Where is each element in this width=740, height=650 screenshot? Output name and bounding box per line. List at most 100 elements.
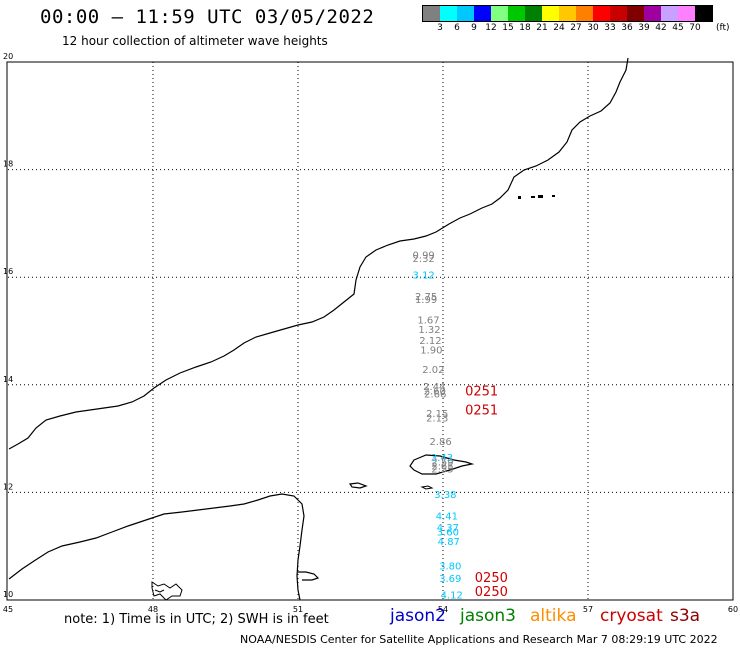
longitude-tick-label: 51 bbox=[293, 605, 303, 614]
color-swatch bbox=[576, 6, 593, 21]
color-scale-tick-label: 18 bbox=[519, 23, 531, 33]
chart-subtitle: 12 hour collection of altimeter wave hei… bbox=[62, 34, 328, 48]
longitude-tick-label: 57 bbox=[583, 605, 593, 614]
legend-entry-altika: altika bbox=[530, 606, 577, 626]
longitude-tick-label: 60 bbox=[728, 605, 738, 614]
color-swatch bbox=[678, 6, 695, 21]
color-swatch bbox=[491, 6, 508, 21]
color-scale-tick-label: 3 bbox=[437, 23, 443, 33]
socotra-island bbox=[409, 454, 475, 475]
wave-height-value: 2.02 bbox=[422, 365, 444, 376]
wave-height-value: 4.12 bbox=[441, 590, 463, 601]
wave-height-value: 2.60 bbox=[424, 386, 446, 397]
color-scale-tick-label: 39 bbox=[638, 23, 650, 33]
color-swatch bbox=[559, 6, 576, 21]
color-swatch bbox=[542, 6, 559, 21]
color-scale-bar bbox=[422, 5, 713, 22]
color-scale-tick-label: 36 bbox=[621, 23, 633, 33]
color-swatch bbox=[610, 6, 627, 21]
color-scale-tick-label: 70 bbox=[689, 23, 701, 33]
wave-height-value: 4.37 bbox=[437, 523, 459, 534]
wave-height-value: 3.60 bbox=[437, 527, 459, 538]
color-scale-tick-label: 21 bbox=[536, 23, 548, 33]
wave-height-value: 2.32 bbox=[413, 254, 435, 265]
color-swatch bbox=[440, 6, 457, 21]
legend-entry-jason3: jason3 bbox=[460, 606, 516, 626]
legend-entry-cryosat: cryosat bbox=[600, 606, 663, 626]
wave-height-value: 1.32 bbox=[418, 325, 440, 336]
abd-al-kuri-island bbox=[348, 482, 368, 489]
wave-height-value: 2.15 bbox=[426, 409, 448, 420]
color-swatch bbox=[474, 6, 491, 21]
latitude-tick-label: 20 bbox=[3, 52, 13, 61]
wave-height-value: 2.65 bbox=[431, 461, 453, 472]
longitude-tick-label: 45 bbox=[3, 605, 13, 614]
wave-height-value: 1.67 bbox=[417, 315, 439, 326]
coastline-horn-of-africa bbox=[8, 493, 305, 601]
coastal-islets bbox=[151, 581, 183, 601]
longitude-tick-label: 48 bbox=[148, 605, 158, 614]
color-scale-tick-label: 15 bbox=[502, 23, 514, 33]
wave-height-value: 3.80 bbox=[439, 561, 461, 572]
coastline-ras-hafun bbox=[298, 571, 320, 581]
wave-height-value: 2.86 bbox=[429, 437, 451, 448]
wave-height-value: 3.43 bbox=[431, 453, 453, 464]
samhah-island bbox=[420, 485, 434, 490]
latitude-tick-label: 18 bbox=[3, 160, 13, 169]
chart-title: 00:00 – 11:59 UTC 03/05/2022 bbox=[40, 6, 375, 28]
wave-height-value: 1.90 bbox=[420, 346, 442, 357]
pass-time-label: 0250 bbox=[475, 585, 508, 600]
longitude-tick-label: 54 bbox=[438, 605, 448, 614]
wave-height-value: 2.59 bbox=[431, 458, 453, 469]
pass-time-label: 0250 bbox=[475, 571, 508, 586]
wave-height-value: 3.69 bbox=[439, 574, 461, 585]
wave-height-value: 1.99 bbox=[415, 295, 437, 306]
wave-height-value: 2.75 bbox=[415, 292, 437, 303]
color-scale-tick-label: 24 bbox=[553, 23, 565, 33]
pass-time-label: 0251 bbox=[465, 385, 498, 400]
color-swatch bbox=[457, 6, 474, 21]
pass-time-label: 0251 bbox=[465, 403, 498, 418]
coastline-arabia bbox=[8, 57, 629, 450]
color-scale-tick-label: 9 bbox=[471, 23, 477, 33]
latitude-tick-label: 14 bbox=[3, 375, 13, 384]
wave-height-value: 4.87 bbox=[438, 537, 460, 548]
wave-height-value: 4.41 bbox=[436, 511, 458, 522]
footer-note: note: 1) Time is in UTC; 2) SWH is in fe… bbox=[64, 612, 329, 627]
wave-height-value: 2.66 bbox=[424, 390, 446, 401]
legend-entry-jason2: jason2 bbox=[390, 606, 446, 626]
color-swatch bbox=[661, 6, 678, 21]
color-scale-tick-label: 30 bbox=[587, 23, 599, 33]
footer-credit: NOAA/NESDIS Center for Satellite Applica… bbox=[240, 633, 718, 646]
color-swatch bbox=[593, 6, 610, 21]
wave-height-value: 0.99 bbox=[413, 250, 435, 261]
legend-entry-s3a: s3a bbox=[670, 606, 701, 626]
latitude-tick-label: 12 bbox=[3, 482, 13, 491]
color-scale-tick-label: 6 bbox=[454, 23, 460, 33]
color-scale-tick-label: 33 bbox=[604, 23, 616, 33]
wave-height-value: 3.12 bbox=[413, 270, 435, 281]
map-frame bbox=[6, 61, 734, 601]
graticule: 45 48 51 54 57 60 10 12 14 16 18 20 bbox=[3, 52, 738, 614]
wave-height-value: 3.38 bbox=[434, 490, 456, 501]
color-scale-unit: (ft) bbox=[716, 23, 730, 33]
color-swatch bbox=[525, 6, 542, 21]
wave-height-value: 2.55 bbox=[431, 464, 453, 475]
color-swatch bbox=[644, 6, 661, 21]
color-scale-tick-label: 27 bbox=[570, 23, 582, 33]
kuria-muria-islands bbox=[518, 195, 555, 199]
color-swatch bbox=[627, 6, 644, 21]
color-scale-tick-label: 12 bbox=[485, 23, 497, 33]
wave-height-value: 2.13 bbox=[426, 413, 448, 424]
wave-height-value: 2.44 bbox=[423, 382, 445, 393]
latitude-tick-label: 16 bbox=[3, 267, 13, 276]
wave-height-observations: 0.992.32 3.12 2.751.99 1.671.322.121.90 2.02… bbox=[413, 250, 463, 601]
color-swatch bbox=[508, 6, 525, 21]
color-scale-tick-label: 42 bbox=[655, 23, 667, 33]
latitude-tick-label: 10 bbox=[3, 590, 13, 599]
color-swatch bbox=[423, 6, 440, 21]
wave-height-value: 2.12 bbox=[419, 336, 441, 347]
